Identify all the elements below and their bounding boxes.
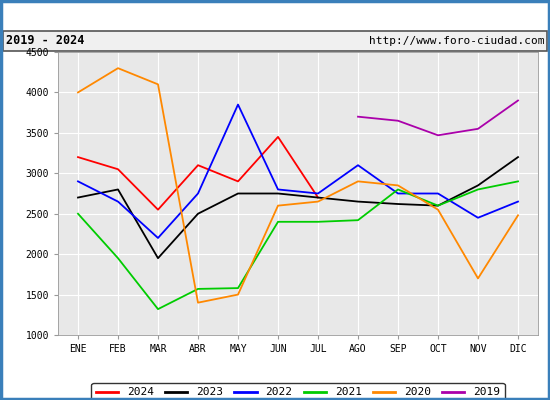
Text: 2019 - 2024: 2019 - 2024 [6,34,84,48]
Text: http://www.foro-ciudad.com: http://www.foro-ciudad.com [369,36,544,46]
Legend: 2024, 2023, 2022, 2021, 2020, 2019: 2024, 2023, 2022, 2021, 2020, 2019 [91,383,504,400]
FancyBboxPatch shape [3,31,547,51]
Text: Evolucion Nº Turistas Nacionales en el municipio de Lora del Río: Evolucion Nº Turistas Nacionales en el m… [74,8,476,22]
